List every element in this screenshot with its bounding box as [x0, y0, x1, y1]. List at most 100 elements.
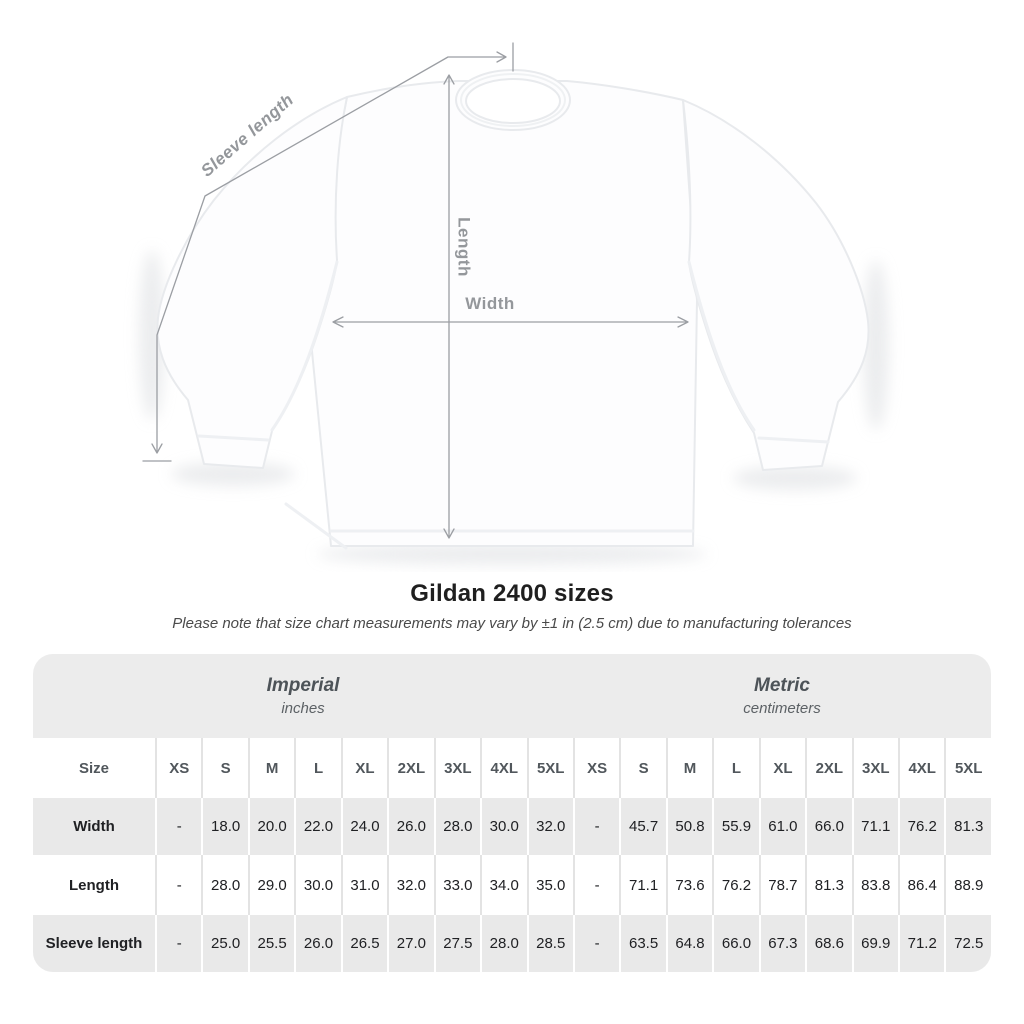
size-label: L — [294, 738, 341, 798]
metric-unit-header: Metric centimeters — [573, 654, 991, 738]
shirt-measurement-diagram: Sleeve length Length Width — [139, 42, 889, 565]
imperial-value: 32.0 — [526, 798, 573, 855]
table-row: Sleeve length -25.0 25.5 26.0 26.5 27.0 27.5 28… — [33, 915, 991, 972]
metric-value: - — [572, 798, 620, 855]
imperial-value: 25.0 — [201, 915, 248, 972]
metric-value: 63.5 — [619, 915, 666, 972]
imperial-title: Imperial — [266, 675, 340, 696]
metric-value: 71.2 — [898, 915, 945, 972]
metric-value: 61.0 — [758, 798, 806, 855]
size-label: M — [665, 738, 713, 798]
collar-rib — [460, 73, 566, 127]
metric-value: 69.9 — [851, 915, 898, 972]
size-label: 2XL — [805, 738, 852, 798]
shirt-fold-lines — [197, 260, 830, 550]
size-table: Size XS S M L XL 2XL 3XL 4XL 5XL XS S M L XL 2XL 3XL 4XL 5… — [33, 738, 991, 972]
imperial-value: 26.0 — [294, 915, 341, 972]
size-label: XL — [758, 738, 806, 798]
imperial-value: 27.5 — [433, 915, 481, 972]
size-label: 3XL — [851, 738, 898, 798]
metric-value: - — [572, 855, 620, 915]
imperial-value: - — [155, 915, 202, 972]
imperial-value: 30.0 — [294, 855, 341, 915]
size-column-header: Size — [33, 738, 155, 798]
width-label: Width — [465, 294, 515, 313]
table-row: Length -28.0 29.0 30.0 31.0 32.0 33.0 34.0 35.0-… — [33, 855, 991, 915]
size-label: XS — [155, 738, 202, 798]
size-label: L — [712, 738, 759, 798]
size-label: 2XL — [387, 738, 434, 798]
imperial-value: 35.0 — [526, 855, 573, 915]
imperial-value: 30.0 — [480, 798, 527, 855]
size-header-row: Size XS S M L XL 2XL 3XL 4XL 5XL XS S M L XL 2XL 3XL 4XL 5… — [33, 738, 991, 798]
size-table-card: Imperial inches Metric centimeters Size X… — [33, 654, 991, 972]
metric-value: 66.0 — [712, 915, 759, 972]
metric-value: 81.3 — [805, 855, 852, 915]
metric-value: 83.8 — [851, 855, 898, 915]
size-label: S — [619, 738, 666, 798]
metric-value: 55.9 — [712, 798, 759, 855]
row-label: Sleeve length — [33, 915, 155, 972]
shirt-body — [306, 80, 698, 547]
page-title: Gildan 2400 sizes — [410, 580, 614, 607]
imperial-value: 27.0 — [387, 915, 434, 972]
tolerance-note: Please note that size chart measurements… — [172, 615, 852, 632]
sleeve-length-line — [142, 42, 514, 462]
metric-value: 71.1 — [619, 855, 666, 915]
metric-value: 86.4 — [898, 855, 945, 915]
imperial-value: 28.0 — [480, 915, 527, 972]
metric-value: 76.2 — [712, 855, 759, 915]
metric-value: 73.6 — [665, 855, 713, 915]
width-line — [332, 316, 689, 328]
metric-value: 76.2 — [898, 798, 945, 855]
metric-value: 81.3 — [944, 798, 991, 855]
collar-inner — [465, 78, 561, 124]
shirt-shape — [156, 69, 870, 547]
metric-value: 88.9 — [944, 855, 991, 915]
imperial-subtitle: inches — [281, 700, 325, 717]
size-label: XL — [340, 738, 388, 798]
row-label: Length — [33, 855, 155, 915]
size-label: XS — [572, 738, 620, 798]
imperial-value: 28.5 — [526, 915, 573, 972]
table-row: Width -18.0 20.0 22.0 24.0 26.0 28.0 30.0 32.0-4… — [33, 798, 991, 855]
metric-value: 50.8 — [665, 798, 713, 855]
imperial-value: 32.0 — [387, 855, 434, 915]
size-label: 3XL — [433, 738, 481, 798]
imperial-value: 33.0 — [433, 855, 481, 915]
metric-value: 45.7 — [619, 798, 666, 855]
metric-subtitle: centimeters — [743, 700, 821, 717]
imperial-value: 31.0 — [340, 855, 388, 915]
imperial-value: - — [155, 855, 202, 915]
imperial-value: 28.0 — [201, 855, 248, 915]
unit-header-band: Imperial inches Metric centimeters — [33, 654, 991, 738]
metric-value: 68.6 — [805, 915, 852, 972]
row-label: Width — [33, 798, 155, 855]
imperial-value: 28.0 — [433, 798, 481, 855]
imperial-value: 20.0 — [247, 798, 295, 855]
imperial-unit-header: Imperial inches — [33, 654, 573, 738]
long-sleeve-shirt-illustration: Sleeve length Length Width — [139, 42, 889, 565]
imperial-value: 25.5 — [247, 915, 295, 972]
imperial-value: 34.0 — [480, 855, 527, 915]
size-label: 4XL — [480, 738, 527, 798]
length-line — [443, 74, 455, 539]
metric-value: 72.5 — [944, 915, 991, 972]
metric-value: 71.1 — [851, 798, 898, 855]
metric-value: 64.8 — [665, 915, 713, 972]
imperial-value: 26.0 — [387, 798, 434, 855]
size-label: 4XL — [898, 738, 945, 798]
shirt-right-sleeve — [682, 99, 870, 471]
metric-value: 67.3 — [758, 915, 806, 972]
size-label: M — [247, 738, 295, 798]
imperial-value: - — [155, 798, 202, 855]
metric-value: - — [572, 915, 620, 972]
metric-value: 66.0 — [805, 798, 852, 855]
size-label: 5XL — [944, 738, 991, 798]
metric-value: 78.7 — [758, 855, 806, 915]
imperial-value: 26.5 — [340, 915, 388, 972]
imperial-value: 22.0 — [294, 798, 341, 855]
imperial-value: 24.0 — [340, 798, 388, 855]
length-label: Length — [455, 217, 474, 277]
